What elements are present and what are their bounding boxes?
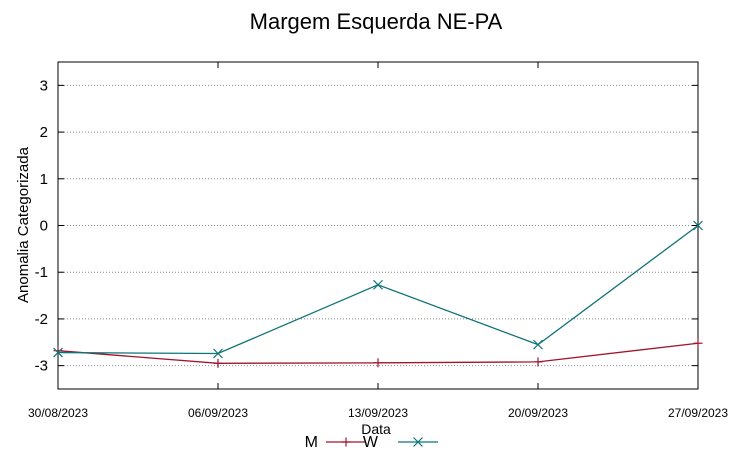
series-m-point [53, 346, 63, 356]
y-tick-label: -1 [35, 264, 48, 281]
legend-m-marker [341, 437, 351, 447]
series-m-point [213, 358, 223, 368]
series-w-point [533, 339, 543, 350]
y-axis-label: Anomalia Categorizada [15, 146, 32, 303]
x-axis-label: Data [361, 421, 391, 437]
series-layer [53, 220, 703, 368]
legend-w-marker [413, 437, 423, 447]
x-tick-label: 20/09/2023 [508, 406, 568, 420]
legend-w-label: W [363, 434, 379, 451]
series-m-point [373, 358, 383, 368]
y-tick-label: 2 [40, 124, 48, 141]
x-tick-label: 06/09/2023 [188, 406, 248, 420]
x-tick-label: 27/09/2023 [668, 406, 728, 420]
y-tick-label: 3 [40, 77, 48, 94]
x-tick-label: 30/08/2023 [28, 406, 88, 420]
series-m-point [693, 338, 703, 348]
series-w-point [53, 347, 63, 358]
grid-layer [58, 84, 698, 367]
legend-m-label: M [305, 434, 318, 451]
series-w-point [373, 279, 383, 290]
series-m-point [533, 357, 543, 367]
y-tick-label: 0 [40, 218, 48, 235]
y-tick-label: -3 [35, 358, 48, 375]
series-w-point [693, 220, 703, 231]
y-tick-label: 1 [40, 171, 48, 188]
chart-title: Margem Esquerda NE-PA [250, 9, 503, 34]
y-tick-label: -2 [35, 311, 48, 328]
axes-layer: 3 2 1 0 -1 -2 -3 30/08/2023 06/09/2023 13/09/2023… [28, 62, 728, 420]
series-w-point [213, 348, 223, 359]
x-tick-label: 13/09/2023 [348, 406, 408, 420]
series-w-line [57, 224, 699, 355]
